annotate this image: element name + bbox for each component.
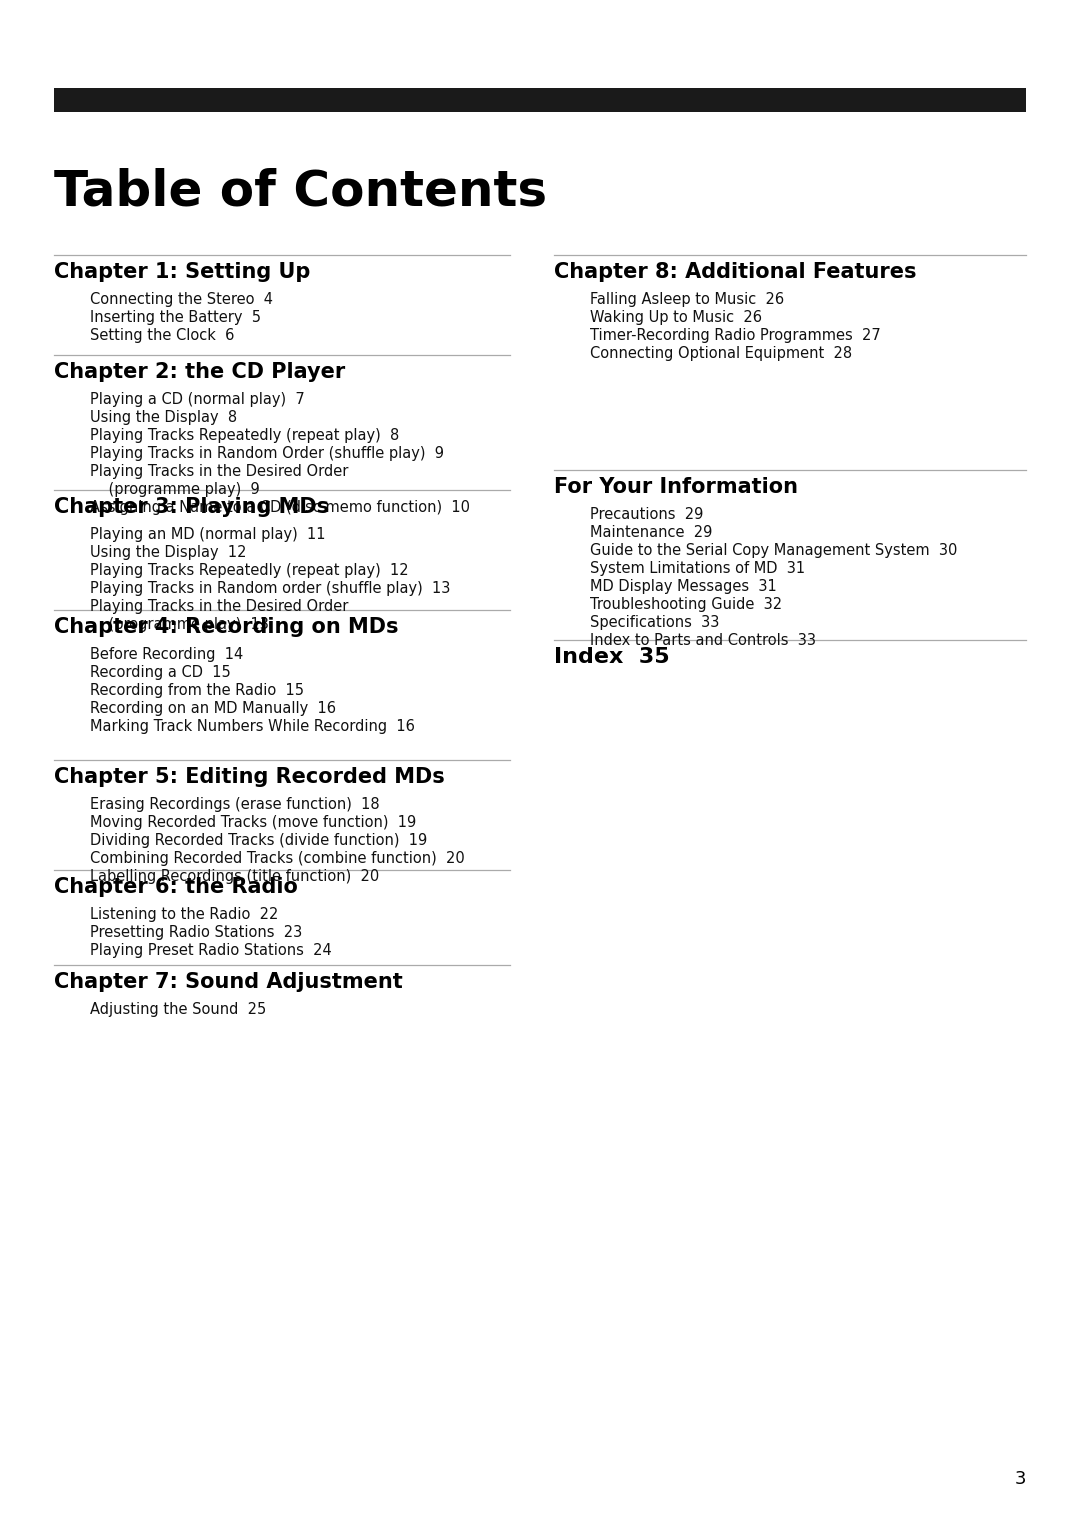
Text: Index  35: Index 35	[554, 646, 670, 668]
Text: Recording on an MD Manually  16: Recording on an MD Manually 16	[90, 701, 336, 717]
Text: 3: 3	[1014, 1470, 1026, 1488]
Text: Index to Parts and Controls  33: Index to Parts and Controls 33	[590, 633, 816, 648]
Text: Playing Tracks in the Desired Order: Playing Tracks in the Desired Order	[90, 465, 349, 478]
Text: Specifications  33: Specifications 33	[590, 614, 719, 630]
Text: (programme play)  9: (programme play) 9	[90, 481, 260, 497]
Text: Inserting the Battery  5: Inserting the Battery 5	[90, 310, 261, 325]
Text: Waking Up to Music  26: Waking Up to Music 26	[590, 310, 762, 325]
Text: Falling Asleep to Music  26: Falling Asleep to Music 26	[590, 292, 784, 307]
Text: Chapter 8: Additional Features: Chapter 8: Additional Features	[554, 261, 917, 283]
Text: Marking Track Numbers While Recording  16: Marking Track Numbers While Recording 16	[90, 720, 415, 733]
Text: Chapter 2: the CD Player: Chapter 2: the CD Player	[54, 362, 346, 382]
Text: Troubleshooting Guide  32: Troubleshooting Guide 32	[590, 597, 782, 613]
Text: Chapter 3: Playing MDs: Chapter 3: Playing MDs	[54, 497, 329, 516]
Text: Chapter 4: Recording on MDs: Chapter 4: Recording on MDs	[54, 617, 399, 637]
Text: Connecting the Stereo  4: Connecting the Stereo 4	[90, 292, 273, 307]
Text: (programme play)  13: (programme play) 13	[90, 617, 269, 633]
Text: Labelling Recordings (title function)  20: Labelling Recordings (title function) 20	[90, 869, 379, 885]
Text: Chapter 5: Editing Recorded MDs: Chapter 5: Editing Recorded MDs	[54, 767, 445, 787]
Text: Playing Tracks in Random Order (shuffle play)  9: Playing Tracks in Random Order (shuffle …	[90, 446, 444, 461]
Text: Assigning a Name to a CD (disc memo function)  10: Assigning a Name to a CD (disc memo func…	[90, 500, 470, 515]
Text: Moving Recorded Tracks (move function)  19: Moving Recorded Tracks (move function) 1…	[90, 814, 416, 830]
Text: Guide to the Serial Copy Management System  30: Guide to the Serial Copy Management Syst…	[590, 542, 957, 558]
Text: Timer-Recording Radio Programmes  27: Timer-Recording Radio Programmes 27	[590, 329, 881, 342]
Text: For Your Information: For Your Information	[554, 477, 798, 497]
Text: Presetting Radio Stations  23: Presetting Radio Stations 23	[90, 924, 302, 940]
Text: Chapter 6: the Radio: Chapter 6: the Radio	[54, 877, 298, 897]
Text: Chapter 1: Setting Up: Chapter 1: Setting Up	[54, 261, 310, 283]
Text: Setting the Clock  6: Setting the Clock 6	[90, 329, 234, 342]
Text: Using the Display  8: Using the Display 8	[90, 410, 238, 425]
Text: Before Recording  14: Before Recording 14	[90, 646, 243, 662]
Text: Combining Recorded Tracks (combine function)  20: Combining Recorded Tracks (combine funct…	[90, 851, 464, 866]
Text: Playing Tracks in Random order (shuffle play)  13: Playing Tracks in Random order (shuffle …	[90, 581, 450, 596]
Text: Playing an MD (normal play)  11: Playing an MD (normal play) 11	[90, 527, 325, 542]
Text: Playing Tracks in the Desired Order: Playing Tracks in the Desired Order	[90, 599, 349, 614]
Text: Recording a CD  15: Recording a CD 15	[90, 665, 231, 680]
Text: Listening to the Radio  22: Listening to the Radio 22	[90, 908, 279, 921]
Text: Connecting Optional Equipment  28: Connecting Optional Equipment 28	[590, 345, 852, 361]
Text: Playing a CD (normal play)  7: Playing a CD (normal play) 7	[90, 393, 305, 406]
Text: Erasing Recordings (erase function)  18: Erasing Recordings (erase function) 18	[90, 798, 380, 811]
Text: Chapter 7: Sound Adjustment: Chapter 7: Sound Adjustment	[54, 972, 403, 992]
Text: Table of Contents: Table of Contents	[54, 168, 548, 215]
Text: Recording from the Radio  15: Recording from the Radio 15	[90, 683, 303, 698]
Text: System Limitations of MD  31: System Limitations of MD 31	[590, 561, 805, 576]
Text: Dividing Recorded Tracks (divide function)  19: Dividing Recorded Tracks (divide functio…	[90, 833, 428, 848]
Text: Precautions  29: Precautions 29	[590, 507, 703, 523]
Text: Using the Display  12: Using the Display 12	[90, 545, 246, 559]
Text: Playing Tracks Repeatedly (repeat play)  8: Playing Tracks Repeatedly (repeat play) …	[90, 428, 400, 443]
Text: MD Display Messages  31: MD Display Messages 31	[590, 579, 777, 594]
Text: Adjusting the Sound  25: Adjusting the Sound 25	[90, 1002, 267, 1018]
Text: Playing Tracks Repeatedly (repeat play)  12: Playing Tracks Repeatedly (repeat play) …	[90, 562, 408, 578]
Bar	[54, 89, 1026, 112]
Text: Playing Preset Radio Stations  24: Playing Preset Radio Stations 24	[90, 943, 332, 958]
Text: Maintenance  29: Maintenance 29	[590, 526, 713, 539]
